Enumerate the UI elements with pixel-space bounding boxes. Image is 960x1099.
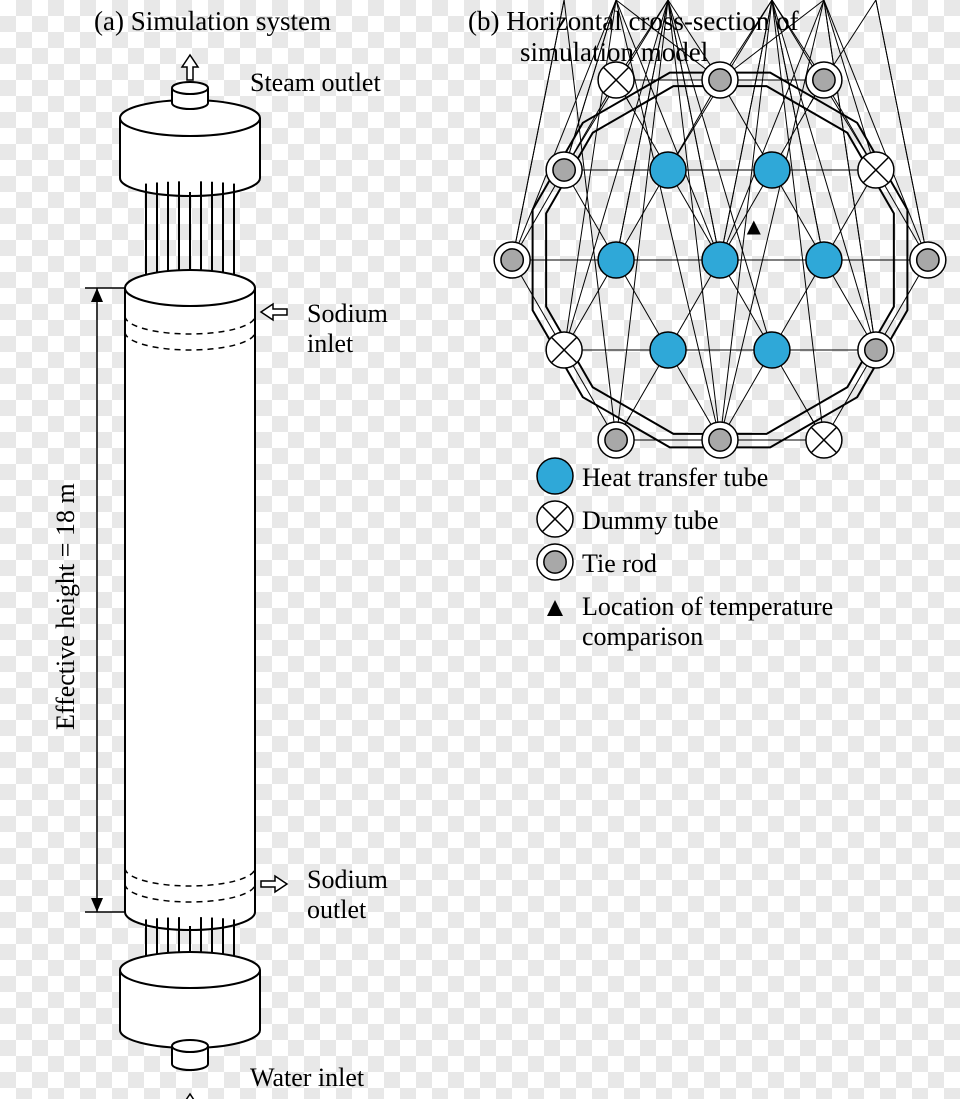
figure-svg [0,0,960,1099]
